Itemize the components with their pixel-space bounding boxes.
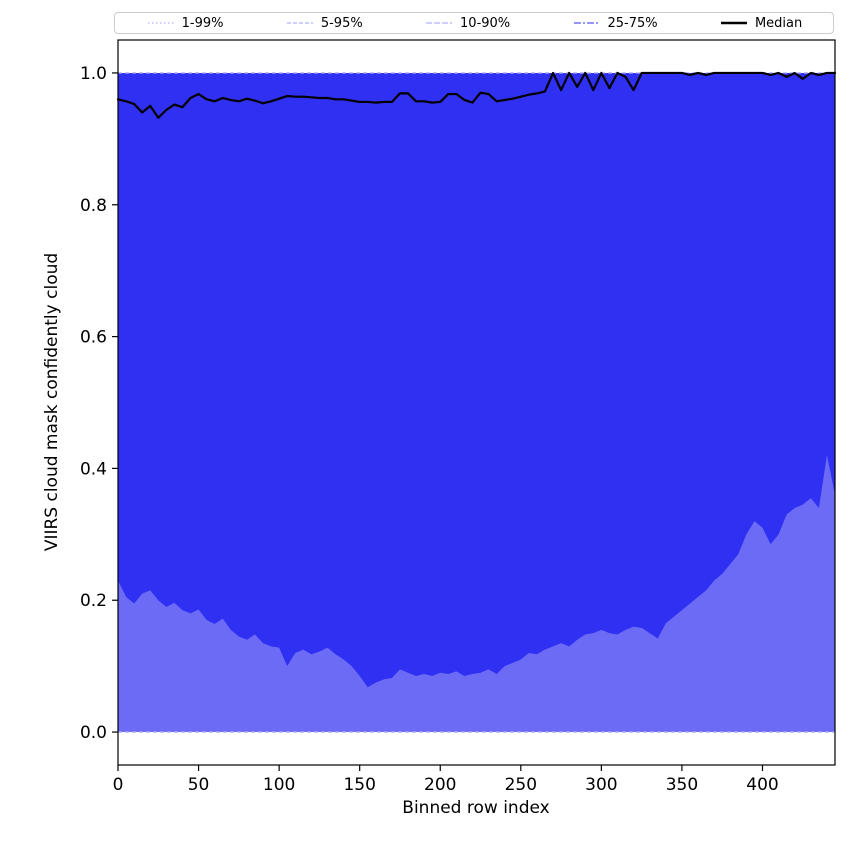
legend-line-sample-median-icon — [719, 18, 749, 28]
legend-label-median: Median — [754, 15, 803, 31]
y-tick-label: 0.2 — [80, 591, 107, 611]
plot-border — [117, 39, 836, 766]
x-tick-label: 200 — [424, 775, 456, 795]
legend-label-25-75: 25-75% — [607, 15, 658, 31]
legend-item-5-95: 5-95% — [285, 17, 363, 30]
legend-item-1-99: 1-99% — [146, 17, 224, 30]
x-tick-label: 350 — [666, 775, 698, 795]
x-tick-label: 250 — [505, 775, 537, 795]
y-tick-label: 0.6 — [80, 328, 107, 348]
y-tick-label: 0.0 — [80, 723, 107, 743]
x-axis-label: Binned row index — [402, 798, 550, 818]
legend-label-1-99: 1-99% — [181, 15, 224, 31]
median-line — [116, 71, 837, 119]
x-tick-label: 50 — [188, 775, 210, 795]
y-tick-label: 0.4 — [80, 459, 107, 479]
y-tick-label: 1.0 — [80, 64, 107, 84]
x-tick-label: 400 — [746, 775, 778, 795]
legend-item-25-75: 25-75% — [572, 17, 658, 30]
x-tick-label: 100 — [263, 775, 295, 795]
legend: 1-99% 5-95% 10-90% 25-75% Median — [114, 12, 834, 34]
legend-item-median: Median — [719, 17, 802, 30]
band-25-75% — [118, 72, 835, 688]
legend-label-10-90: 10-90% — [460, 15, 511, 31]
legend-line-sample-25-75-icon — [572, 18, 602, 28]
y-tick-label: 0.8 — [80, 196, 107, 216]
x-tick-label: 300 — [585, 775, 617, 795]
legend-label-5-95: 5-95% — [320, 15, 363, 31]
x-tick-label: 0 — [113, 775, 124, 795]
y-axis-label: VIIRS cloud mask confidently cloud — [42, 252, 62, 552]
legend-item-10-90: 10-90% — [424, 17, 510, 30]
legend-line-sample-5-95-icon — [285, 18, 315, 28]
legend-line-sample-1-99-icon — [146, 18, 176, 28]
x-tick-label: 150 — [343, 775, 375, 795]
legend-line-sample-10-90-icon — [424, 18, 454, 28]
